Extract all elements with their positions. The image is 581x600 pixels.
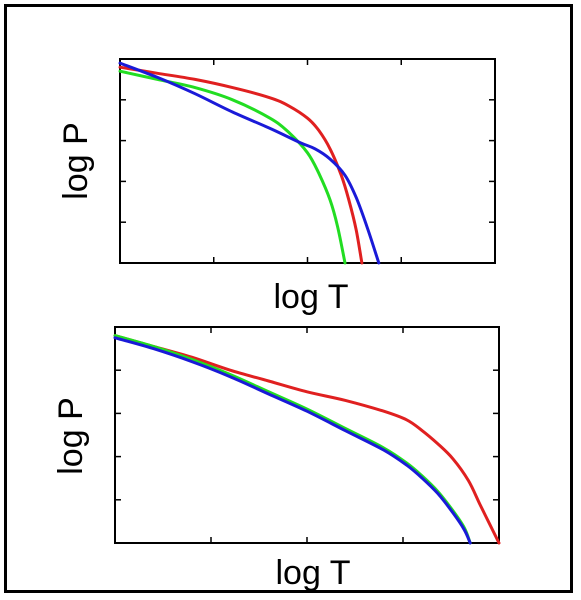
- bottom-red-curve: [113, 334, 501, 545]
- top-x-axis-label: log T: [274, 278, 349, 316]
- bottom-y-axis-label: log P: [52, 397, 90, 475]
- top-green-curve: [118, 69, 347, 265]
- bottom-plot-box: [114, 326, 500, 544]
- top-plot-box: [119, 58, 496, 264]
- bottom-blue-curve: [113, 336, 472, 545]
- top-chart: log T log P: [57, 58, 496, 316]
- figure-frame: [4, 4, 573, 593]
- bottom-green-curve: [113, 334, 472, 545]
- top-series: [118, 61, 381, 265]
- bottom-x-axis-label: log T: [276, 554, 351, 592]
- bottom-ticks: [115, 327, 499, 543]
- top-ticks: [120, 59, 495, 263]
- top-y-axis-label: log P: [57, 122, 95, 200]
- bottom-chart: log T log P: [52, 326, 501, 592]
- top-blue-curve: [118, 61, 381, 265]
- top-red-curve: [118, 65, 364, 265]
- bottom-series: [113, 334, 501, 545]
